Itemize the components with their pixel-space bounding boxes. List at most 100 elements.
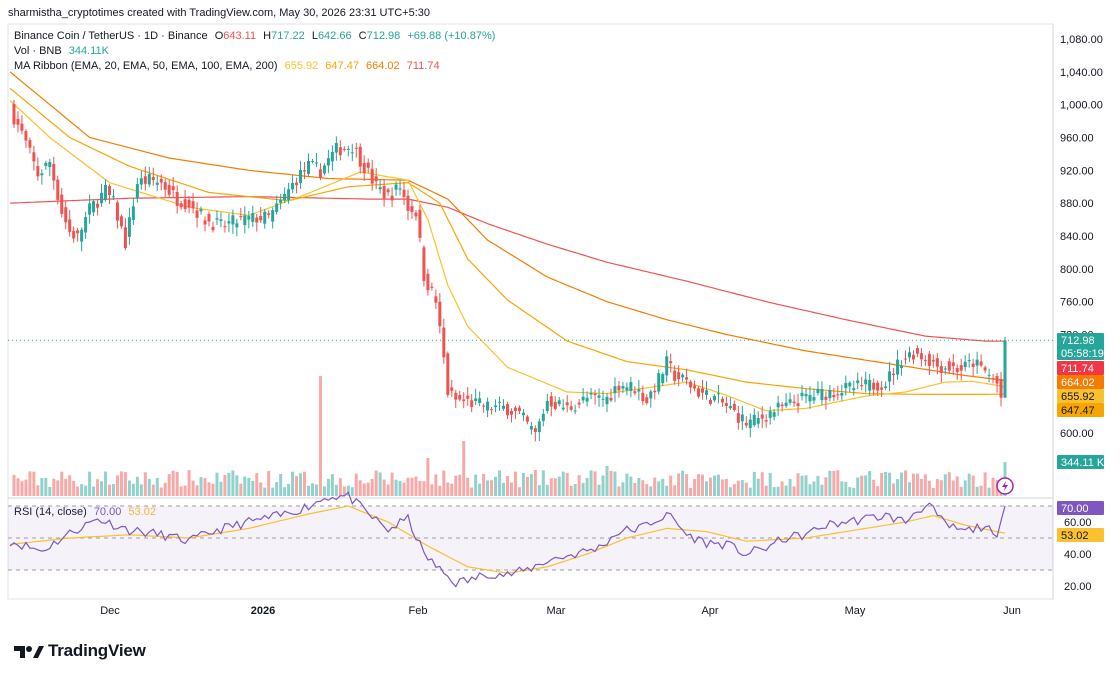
candle-body (231, 215, 235, 225)
volume-bar (330, 474, 334, 496)
volume-bar (362, 483, 366, 496)
candle-body (386, 189, 390, 193)
candle-body (60, 194, 64, 214)
legend-ma-ema100: 664.02 (366, 60, 400, 72)
ema20-badge (1057, 389, 1104, 403)
candle-body (860, 385, 864, 387)
candle-body (291, 182, 295, 190)
tradingview-logo-text: TradingView (48, 641, 146, 660)
time-tick-label: Apr (701, 605, 718, 617)
price-tick-label: 1,000.00 (1060, 100, 1103, 112)
rsi-ma-badge-text: 53.02 (1061, 530, 1089, 542)
volume-bar (967, 473, 971, 496)
legend-ma-label: MA Ribbon (EMA, 20, EMA, 50, EMA, 100, E… (14, 60, 278, 72)
volume-bar (943, 474, 947, 496)
candle-body (458, 394, 462, 400)
candle-body (219, 219, 223, 222)
volume-bar (191, 480, 195, 496)
candle-body (310, 160, 314, 162)
flash-icon[interactable] (996, 477, 1014, 495)
candle-body (410, 206, 414, 213)
tradingview-logo[interactable]: TradingView (14, 641, 146, 661)
volume-bar (593, 471, 597, 496)
candle-body (633, 391, 637, 394)
candle-body (446, 353, 450, 396)
time-tick-label: Feb (409, 605, 428, 617)
volume-bar (406, 477, 410, 496)
candle-body (406, 195, 410, 211)
time-tick-label: May (845, 605, 866, 617)
candle-body (470, 400, 474, 407)
candle-body (931, 359, 935, 362)
candle-body (171, 186, 175, 191)
legend-low: L642.66 (311, 30, 352, 42)
volume-bar (545, 484, 549, 496)
candle-body (191, 201, 195, 209)
candle-body (307, 160, 310, 174)
volume-bar (370, 479, 374, 496)
volume-bar (812, 481, 816, 496)
candle-body (752, 414, 756, 425)
volume-bar (374, 470, 378, 496)
volume-bar (549, 478, 553, 496)
candle-body (565, 402, 569, 406)
volume-bar (525, 476, 529, 496)
volume-bar (80, 484, 84, 496)
candle-body (621, 386, 625, 389)
volume-bar (127, 480, 131, 496)
candle-body (979, 361, 983, 366)
candle-body (613, 386, 617, 394)
candle-body (848, 382, 852, 387)
candle-body (104, 185, 108, 200)
candle-body (151, 177, 155, 181)
volume-bar (187, 470, 191, 496)
candle-body (868, 380, 872, 391)
volume-bar (697, 474, 701, 496)
volume-bar (96, 479, 100, 496)
candle-body (617, 385, 621, 391)
volume-bar (100, 481, 104, 496)
candle-body (732, 403, 736, 410)
volume-bar (334, 484, 338, 496)
volume-bar (458, 474, 462, 496)
candle-body (892, 373, 896, 376)
candle-body (832, 395, 836, 398)
volume-bar (983, 472, 987, 496)
volume-bar (426, 458, 430, 496)
volume-bar (119, 471, 123, 496)
rsi-lines (9, 491, 1006, 588)
volume-bar (784, 485, 788, 496)
volume-bar (852, 487, 856, 496)
volume-bar (171, 470, 175, 496)
candle-body (295, 182, 299, 186)
price-badge-text: 712.98 (1061, 335, 1095, 347)
candle-body (366, 162, 370, 168)
volume-bar (768, 472, 772, 496)
candle-body (697, 388, 701, 397)
price-tick-label: 600.00 (1060, 428, 1094, 440)
candle-body (1003, 340, 1007, 398)
volume-bar (517, 487, 521, 496)
volume-bar (502, 482, 506, 496)
volume-bar (888, 472, 892, 496)
candle-body (187, 199, 191, 208)
candle-body (888, 371, 892, 382)
volume-bar (418, 480, 422, 496)
legend-volume-value: 344.11K (68, 45, 109, 57)
candle-body (422, 247, 426, 281)
volume-bar (414, 476, 418, 496)
volume-bar (581, 483, 585, 496)
candle-body (705, 390, 708, 395)
time-tick-label: Mar (547, 605, 566, 617)
volume-bar (876, 486, 880, 496)
candle-body (147, 174, 151, 185)
candle-body (506, 404, 509, 416)
volume-bar (840, 481, 844, 496)
ema-line-ema100 (9, 71, 1006, 382)
volume-bar (820, 484, 824, 496)
volume-bar (529, 474, 533, 496)
candle-body (701, 388, 705, 393)
volume-bar (915, 473, 919, 496)
candle-body (943, 368, 947, 370)
